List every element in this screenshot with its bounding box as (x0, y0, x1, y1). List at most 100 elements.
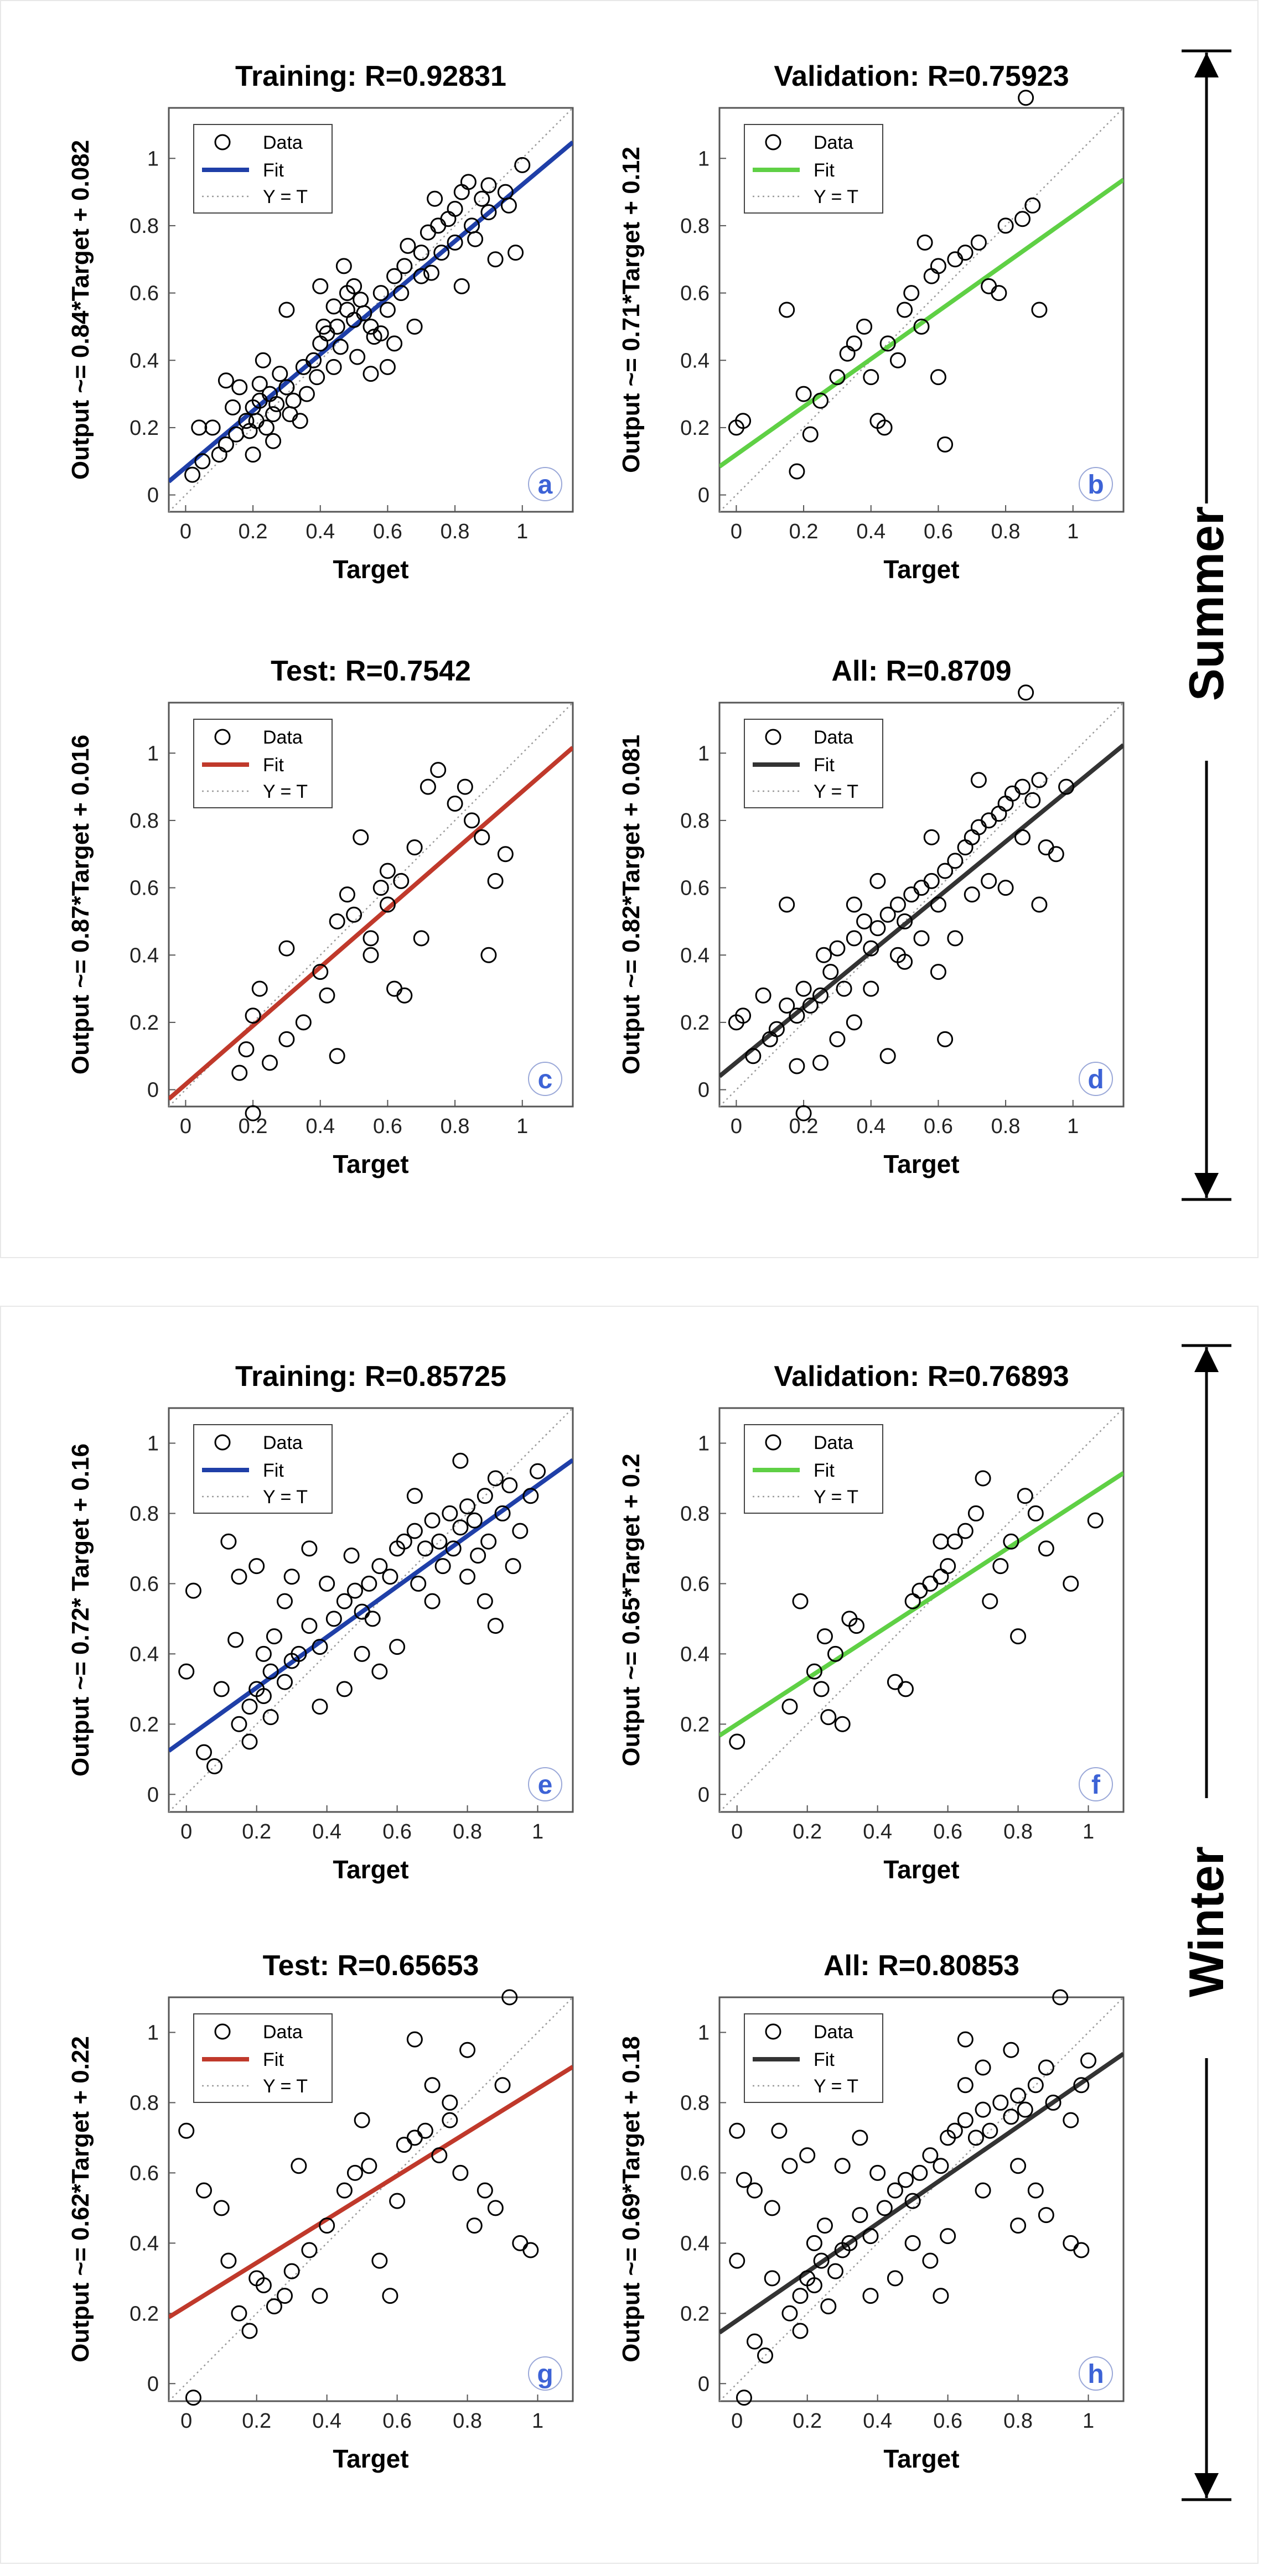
data-point (792, 2323, 809, 2339)
y-tick-label: 0.4 (130, 1643, 159, 1666)
data-point (393, 872, 410, 889)
data-point (862, 2288, 879, 2304)
data-point (746, 2182, 763, 2199)
data-point (487, 2200, 504, 2216)
y-tick-label: 0 (698, 1783, 710, 1806)
data-point (789, 1007, 805, 1024)
data-point (1045, 2094, 1061, 2111)
data-point (278, 1031, 295, 1047)
data-point (764, 2270, 780, 2287)
data-point (363, 366, 379, 382)
data-point (848, 1618, 865, 1634)
data-point (827, 2263, 843, 2279)
data-point (494, 2077, 511, 2094)
data-point (389, 1639, 406, 1655)
identity-line (719, 1408, 1123, 1812)
data-point (834, 1716, 851, 1732)
data-point (856, 913, 873, 929)
data-point (372, 880, 389, 896)
data-point (1031, 772, 1048, 788)
data-point (291, 2158, 307, 2174)
data-point (225, 399, 241, 416)
panel-letter-badge (1079, 1062, 1113, 1096)
data-point (930, 896, 946, 913)
data-point (427, 190, 443, 207)
x-tick-label: 0.6 (382, 1820, 412, 1843)
data-point (904, 2235, 921, 2251)
data-point (820, 2298, 837, 2315)
data-point (964, 886, 980, 903)
data-point (522, 2242, 539, 2258)
x-tick-label: 0.4 (305, 1115, 335, 1138)
data-point (480, 204, 497, 221)
data-point (514, 157, 531, 173)
data-point (251, 392, 268, 409)
y-tick-label: 1 (698, 1432, 710, 1455)
data-point (827, 1645, 843, 1662)
data-point (501, 1989, 518, 2006)
data-point (897, 302, 913, 318)
fit-line (719, 178, 1123, 469)
y-tick-label: 0.4 (130, 944, 159, 967)
data-point (487, 251, 504, 268)
y-tick-label: 0.4 (130, 349, 159, 372)
data-point (781, 2305, 798, 2321)
data-point (1018, 90, 1034, 106)
data-point (904, 2193, 921, 2209)
data-point (897, 1681, 914, 1697)
data-point (764, 2200, 780, 2216)
y-axis-label: Output ~= 0.69*Target + 0.18 (618, 2036, 645, 2362)
y-tick-label: 0.2 (680, 1713, 710, 1736)
data-point (957, 2112, 974, 2128)
data-point (459, 1498, 476, 1515)
x-tick-label: 0.6 (924, 1115, 953, 1138)
x-axis-label: Target (883, 1150, 959, 1178)
legend-label-data: Data (814, 132, 853, 153)
y-tick-label: 0.4 (680, 944, 710, 967)
data-point (957, 1523, 974, 1539)
data-point (336, 1681, 353, 1697)
data-point (266, 1628, 282, 1645)
data-point (946, 2122, 963, 2139)
data-point (255, 352, 271, 368)
data-point (459, 1569, 476, 1585)
data-point (363, 947, 379, 963)
y-tick-label: 0 (698, 484, 710, 507)
legend-label-fit: Fit (263, 2049, 284, 2070)
data-point (417, 2122, 433, 2139)
data-point (829, 940, 846, 957)
data-point (863, 940, 879, 957)
data-point (997, 880, 1014, 896)
data-point (178, 1663, 195, 1680)
data-point (480, 1533, 497, 1550)
data-point (829, 1031, 846, 1047)
data-point (291, 1645, 307, 1662)
x-tick-label: 0.8 (453, 1820, 482, 1843)
data-point (923, 829, 940, 845)
data-point (245, 1105, 261, 1121)
x-tick-label: 0 (731, 1820, 743, 1843)
panel-letter-label: e (538, 1770, 553, 1800)
panel-letter-label: c (538, 1065, 553, 1094)
data-point (862, 2228, 879, 2245)
data-point (305, 352, 322, 368)
data-point (220, 2252, 237, 2269)
data-point (829, 369, 846, 386)
data-point (184, 466, 201, 483)
data-point (922, 2252, 939, 2269)
data-point (346, 1582, 363, 1599)
y-tick-label: 1 (698, 147, 710, 170)
identity-line (169, 1997, 573, 2401)
y-tick-label: 0.6 (130, 2162, 159, 2185)
y-tick-label: 0.2 (680, 2302, 710, 2325)
panel-letter-badge (528, 2356, 562, 2391)
data-point (265, 406, 282, 423)
panel-letter-badge (1079, 467, 1113, 501)
data-point (231, 2305, 247, 2321)
legend-marker-data (214, 729, 231, 745)
data-point (245, 1007, 261, 1024)
y-tick-label: 0.6 (680, 877, 710, 900)
data-point (768, 1021, 785, 1037)
data-point (897, 913, 913, 929)
data-point (231, 1569, 247, 1585)
